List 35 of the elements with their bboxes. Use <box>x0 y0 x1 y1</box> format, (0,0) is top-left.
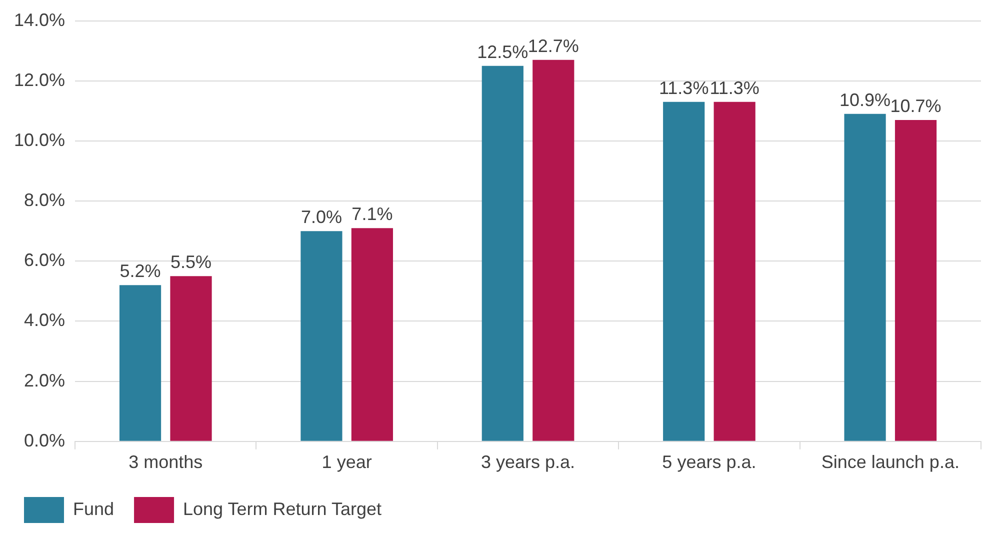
data-label: 5.2% <box>120 261 161 282</box>
bar <box>170 276 212 441</box>
data-label: 12.7% <box>528 36 579 56</box>
y-tick-label: 0.0% <box>24 430 66 450</box>
y-tick-label: 14.0% <box>14 10 66 30</box>
y-tick-label: 12.0% <box>14 70 66 90</box>
y-tick-label: 4.0% <box>24 310 66 330</box>
data-label: 10.7% <box>890 96 942 116</box>
bar <box>119 285 162 441</box>
bar <box>714 102 756 441</box>
x-tick-label: 3 months <box>128 452 203 472</box>
data-label: 5.5% <box>170 252 212 272</box>
x-tick-label: 1 year <box>322 452 372 472</box>
data-label: 7.0% <box>300 207 342 228</box>
bar <box>300 231 342 441</box>
bar <box>844 114 886 441</box>
y-tick-label: 2.0% <box>24 370 66 390</box>
bar <box>663 102 705 441</box>
x-tick-label: 5 years p.a. <box>662 452 756 472</box>
legend-label: Fund <box>73 498 114 519</box>
bar <box>894 120 937 441</box>
bar <box>482 66 524 441</box>
data-label: 12.5% <box>477 42 528 62</box>
data-label: 11.3% <box>658 78 709 98</box>
y-tick-label: 8.0% <box>24 190 66 210</box>
y-tick-label: 6.0% <box>24 250 66 270</box>
data-label: 11.3% <box>710 78 760 98</box>
data-label: 10.9% <box>840 90 891 110</box>
bar <box>532 60 574 441</box>
x-tick-label: 3 years p.a. <box>480 452 576 472</box>
y-tick-label: 10.0% <box>14 130 66 150</box>
legend-label: Long Term Return Target <box>183 498 382 519</box>
data-label: 7.1% <box>352 204 393 224</box>
bar <box>351 228 393 441</box>
x-tick-label: Since launch p.a. <box>821 452 960 472</box>
